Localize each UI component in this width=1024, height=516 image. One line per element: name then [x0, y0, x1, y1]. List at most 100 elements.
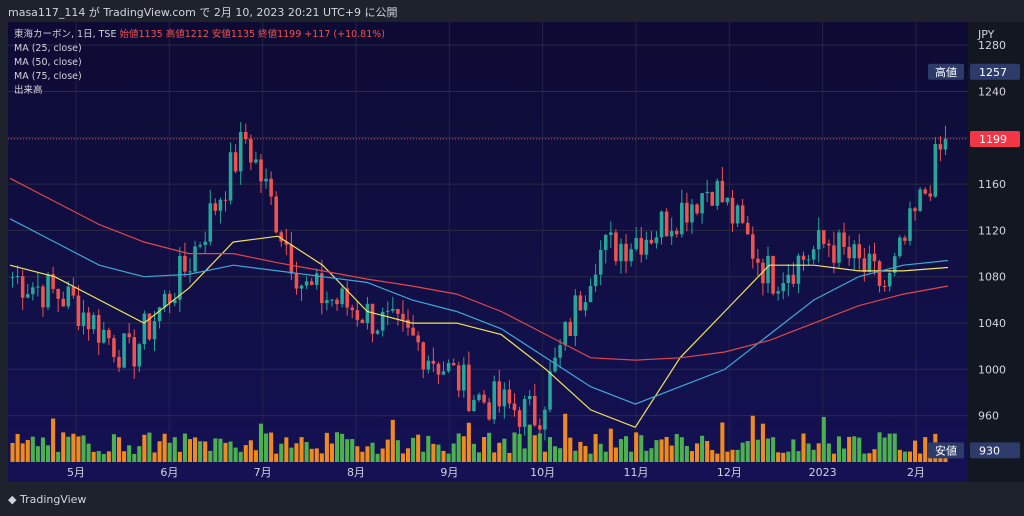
candle-body — [725, 197, 730, 203]
candle-body — [735, 205, 740, 224]
volume-bar — [689, 451, 694, 462]
candle-body — [771, 255, 775, 294]
volume-bar — [127, 445, 132, 462]
candle-body — [832, 245, 836, 263]
candle-body — [345, 288, 349, 308]
candle-body — [25, 294, 30, 298]
candle-body — [299, 285, 304, 289]
candle-body — [786, 274, 791, 283]
candle-body — [756, 258, 760, 263]
candle-body — [122, 333, 126, 368]
volume-bar — [233, 447, 238, 462]
candle-body — [203, 241, 207, 245]
volume-bar — [532, 435, 537, 462]
y-tick-label: 1000 — [978, 363, 1006, 376]
volume-bar — [213, 438, 218, 462]
volume-bar — [755, 439, 760, 462]
volume-bar — [157, 441, 162, 462]
candle-body — [66, 286, 71, 307]
candle-body — [396, 308, 400, 314]
candle-body — [183, 255, 187, 272]
legend-ma25[interactable]: MA (25, close) — [14, 43, 82, 54]
volume-bar — [892, 433, 897, 462]
volume-bar — [279, 443, 284, 462]
volume-bar — [71, 433, 76, 462]
x-tick-label: 8月 — [347, 466, 365, 479]
volume-bar — [720, 422, 725, 462]
candle-body — [41, 286, 45, 308]
candle-body — [238, 131, 243, 172]
volume-bar — [258, 423, 264, 462]
candle-body — [385, 310, 390, 312]
candle-body — [740, 205, 745, 223]
candle-body — [512, 403, 517, 411]
price-tag-label: 安値 — [935, 443, 957, 457]
candle-body — [411, 327, 415, 336]
price-axis[interactable]: JPY1280124012001160112010801040100096012… — [968, 22, 1024, 482]
volume-bar — [568, 437, 573, 462]
volume-bar — [40, 437, 45, 462]
candle-body — [548, 371, 552, 410]
volume-bar — [923, 437, 928, 462]
candle-body — [462, 364, 466, 391]
candle-body — [391, 308, 395, 311]
volume-bar — [66, 436, 71, 462]
brand-icon: ◆ — [8, 493, 20, 506]
candle-body — [857, 244, 862, 259]
volume-bar — [497, 442, 502, 462]
volume-bar — [431, 443, 436, 462]
candle-body — [61, 298, 66, 307]
tradingview-logo[interactable]: ◆ TradingView — [8, 493, 86, 506]
volume-bar — [811, 449, 816, 462]
candle-body — [20, 276, 25, 298]
candle-body — [482, 394, 486, 403]
candle-body — [416, 335, 420, 343]
volume-bar — [613, 447, 618, 462]
candle-body — [842, 232, 846, 247]
candle-body — [355, 310, 360, 320]
legend-ma75[interactable]: MA (75, close) — [14, 71, 82, 82]
volume-bar — [654, 440, 659, 462]
candle-body — [573, 295, 578, 336]
candle-body — [284, 241, 289, 245]
legend-volume[interactable]: 出来高 — [14, 85, 43, 96]
volume-bar — [132, 453, 137, 462]
candle-body — [603, 234, 608, 250]
volume-bar — [375, 453, 380, 462]
candle-body — [132, 337, 136, 367]
volume-bar — [735, 449, 740, 462]
candle-body — [320, 273, 324, 304]
volume-bar — [426, 435, 431, 462]
volume-bar — [208, 450, 213, 462]
x-tick-label: 6月 — [160, 466, 178, 479]
price-chart[interactable]: 5月 6月 7月 8月 9月 10月 11月 12月 2023 2月 高値 安値 — [8, 22, 968, 482]
volume-bar — [492, 452, 497, 462]
legend-ma50[interactable]: MA (50, close) — [14, 57, 82, 68]
volume-bar — [86, 443, 91, 462]
candle-body — [933, 144, 938, 197]
candle-body — [527, 395, 532, 400]
volume-bar — [887, 433, 892, 462]
candle-body — [659, 211, 664, 238]
x-tick-label: 9月 — [440, 466, 458, 479]
candle-body — [86, 312, 91, 330]
candle-body — [309, 281, 314, 285]
volume-bar — [441, 450, 446, 462]
volume-bar — [355, 446, 360, 462]
volume-bar — [487, 432, 492, 462]
candle-body — [568, 321, 573, 336]
volume-bar — [218, 438, 223, 462]
candle-body — [913, 208, 917, 211]
volume-bar — [142, 434, 147, 462]
volume-bars — [10, 413, 948, 462]
volume-bar — [400, 453, 405, 462]
volume-bar — [395, 440, 400, 462]
candle-body — [472, 399, 476, 411]
volume-bar — [274, 453, 279, 462]
y-tick-label: 1160 — [978, 178, 1006, 191]
candle-body — [264, 178, 268, 182]
volume-bar — [816, 443, 821, 462]
candle-body — [289, 244, 294, 274]
volume-bar — [771, 437, 776, 462]
